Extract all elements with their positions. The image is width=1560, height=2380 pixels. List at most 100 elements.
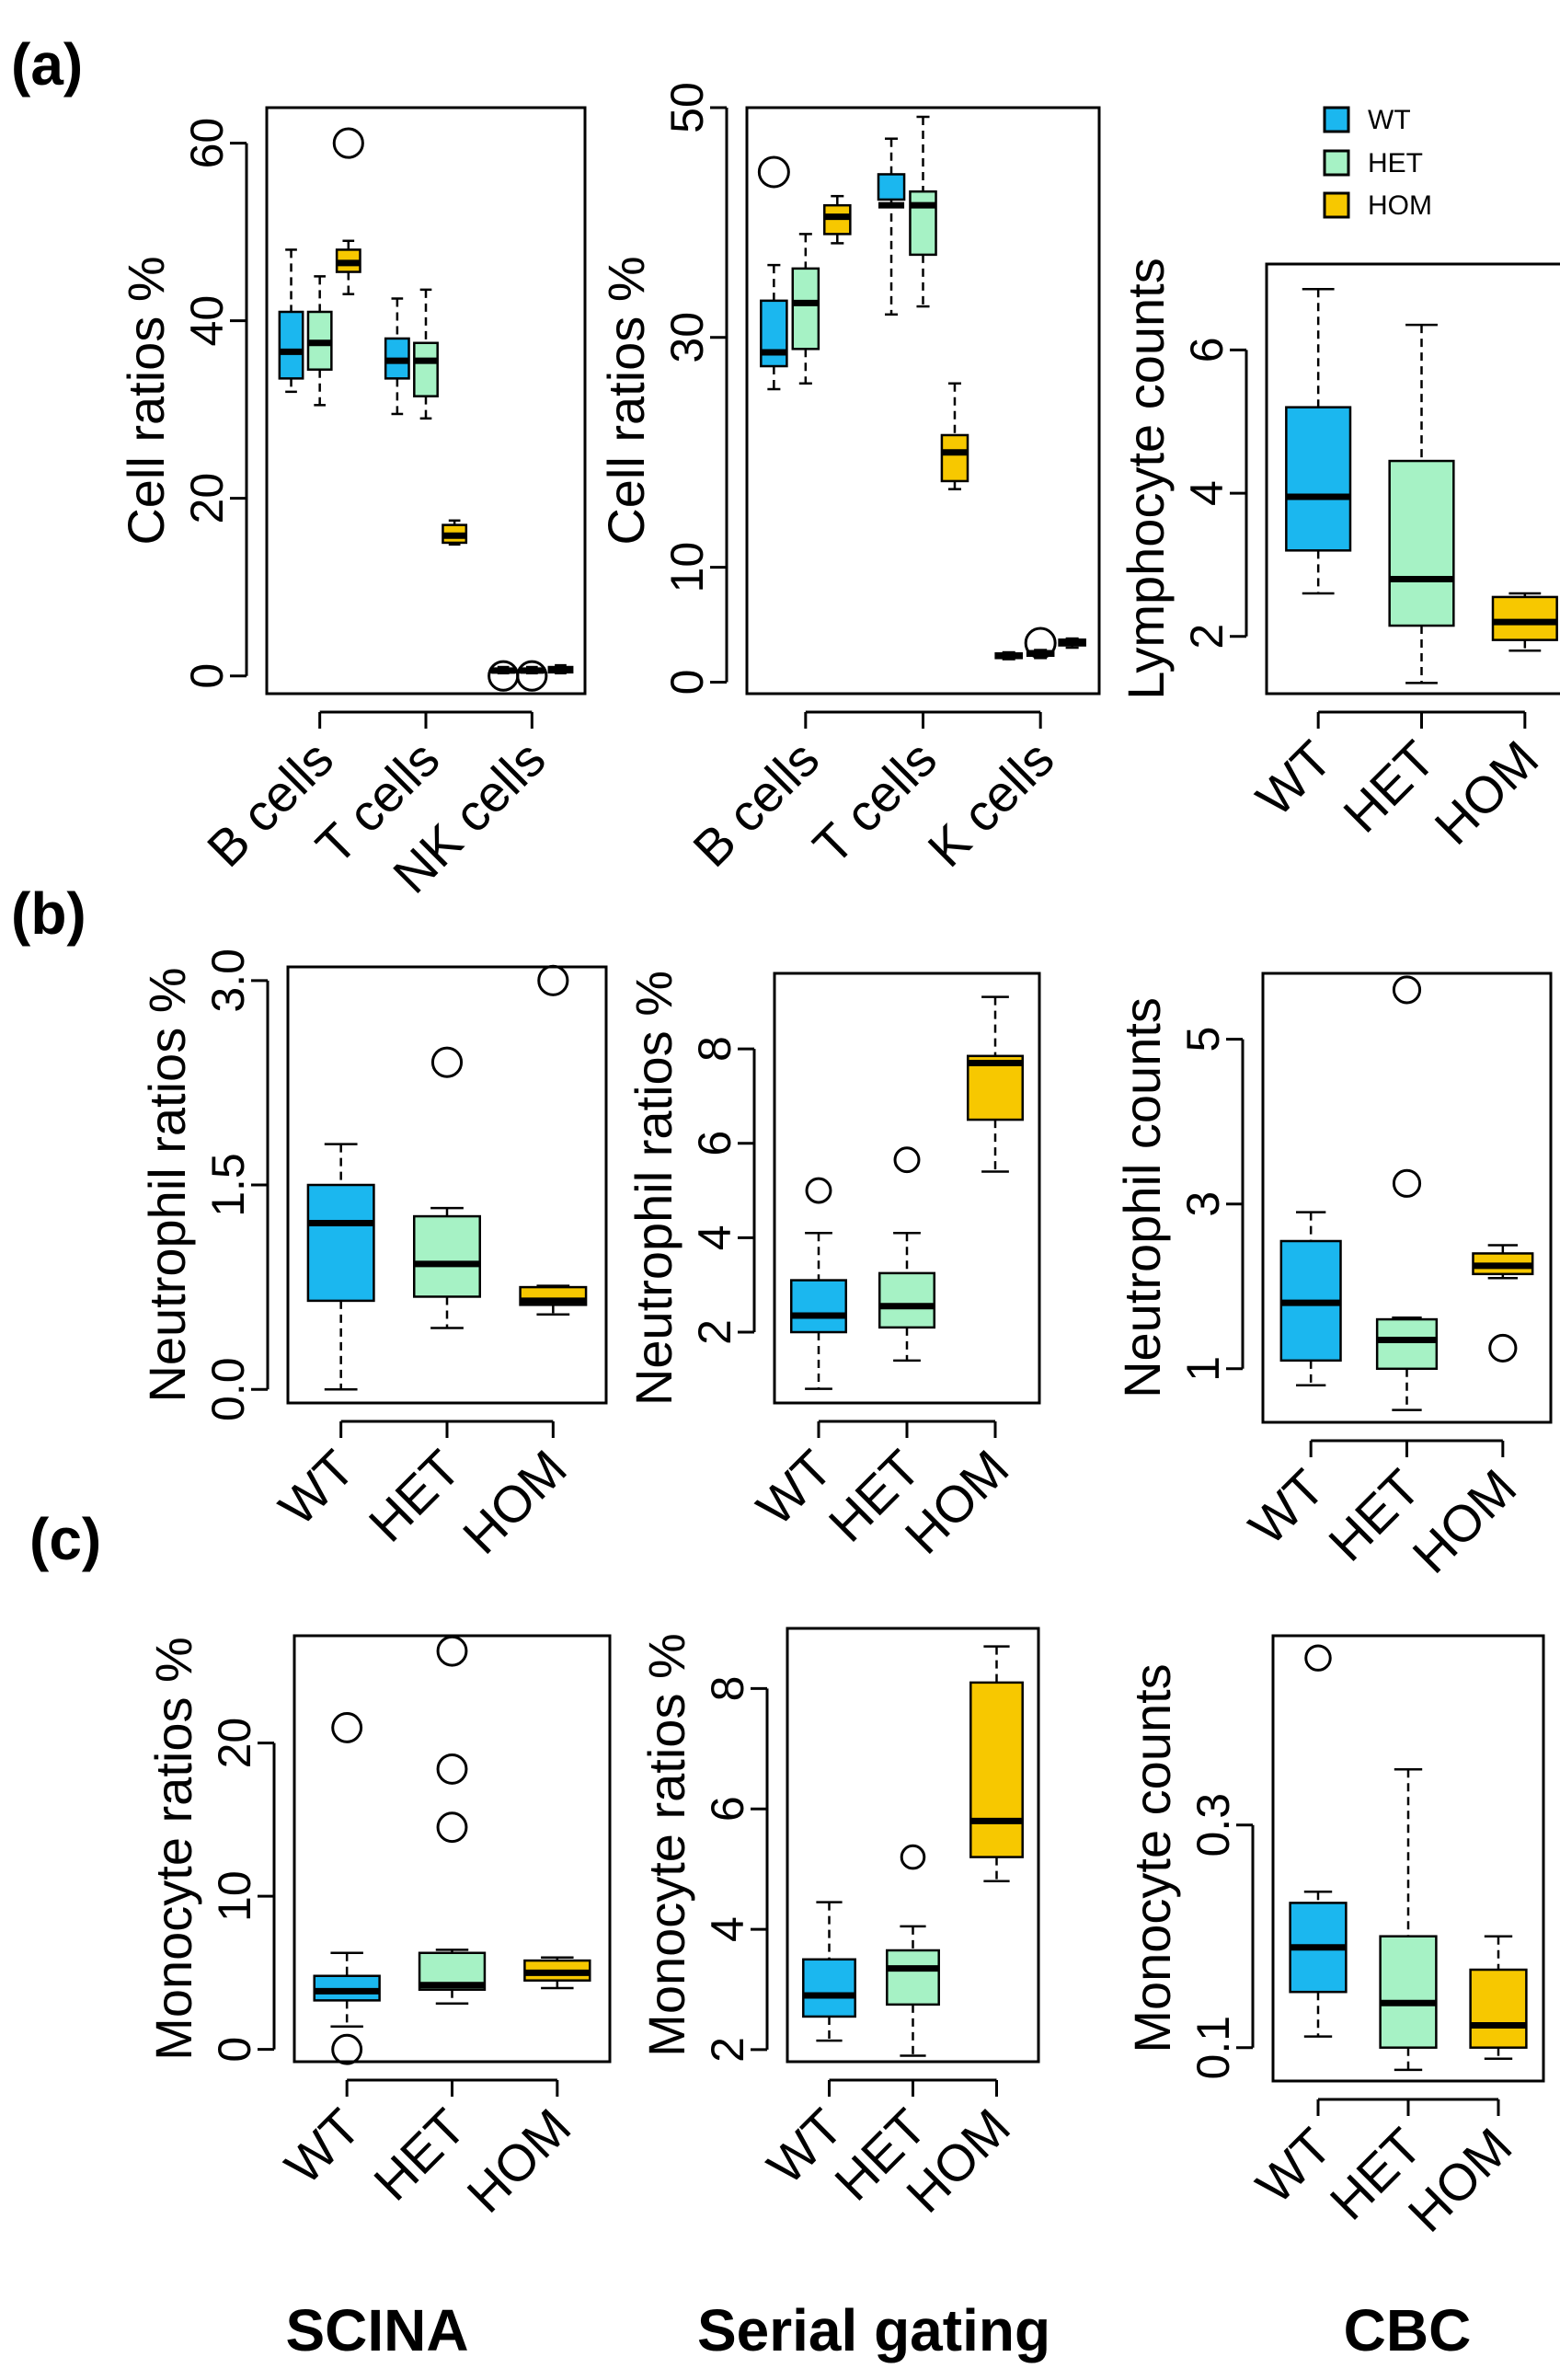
y-axis-label: Monocyte counts	[1123, 1663, 1181, 2052]
y-tick-label: 1.5	[202, 1153, 254, 1217]
box-hom-1	[442, 519, 468, 546]
box-het-0	[791, 233, 820, 385]
y-tick-label: 3	[1177, 1191, 1229, 1217]
plot-frame	[1261, 972, 1553, 1424]
box-het-1	[1388, 323, 1455, 684]
panel-label-b: (b)	[11, 880, 86, 947]
outlier-point	[516, 660, 548, 692]
box-wt-0	[1285, 287, 1352, 595]
method-label-scina: SCINA	[285, 2297, 468, 2363]
y-tick-label: 4	[689, 1224, 740, 1250]
y-tick-label: 50	[661, 82, 713, 133]
box-wt-1	[877, 137, 906, 316]
outlier-point	[436, 1811, 468, 1844]
legend-swatch-wt	[1323, 106, 1350, 133]
box-het-1	[1379, 1767, 1438, 2072]
y-tick-label: 0	[181, 663, 233, 689]
legend-label-hom: HOM	[1368, 190, 1432, 221]
box-iqr	[789, 1279, 848, 1334]
outlier-point	[332, 127, 364, 159]
outlier-point	[436, 1753, 468, 1785]
y-axis-label: Lymphocyte counts	[1117, 258, 1175, 699]
box-iqr	[969, 1681, 1024, 1858]
panel-label-c: (c)	[29, 1506, 101, 1572]
box-wt-0	[306, 1143, 375, 1391]
plot-frame	[1271, 1634, 1545, 2083]
outlier-point	[331, 2033, 363, 2065]
y-tick-label: 4	[702, 1916, 753, 1942]
box-iqr	[1285, 406, 1352, 552]
outlier-point	[537, 964, 569, 996]
y-tick-label: 6	[1181, 337, 1233, 362]
box-iqr	[940, 433, 969, 483]
box-het-2	[1024, 627, 1057, 660]
box-hom-2	[1058, 637, 1086, 650]
y-tick-label: 8	[689, 1036, 740, 1062]
legend-swatch-hom	[1323, 191, 1350, 219]
box-iqr	[1469, 1968, 1528, 2049]
plot-frame	[265, 106, 587, 696]
outlier-point	[331, 1711, 363, 1743]
box-hom-2	[966, 995, 1025, 1173]
y-tick-label: 60	[181, 118, 233, 169]
plot-frame	[745, 106, 1101, 696]
box-iqr	[802, 1958, 856, 2018]
y-tick-label: 6	[689, 1131, 740, 1156]
box-hom-2	[523, 1956, 591, 1990]
box-iqr	[1379, 1935, 1438, 2049]
box-het-1	[418, 1635, 487, 2005]
y-tick-label: 30	[661, 312, 713, 363]
plot-frame	[773, 972, 1041, 1405]
y-axis-label: Cell ratios %	[117, 256, 175, 545]
box-het-1	[412, 1046, 482, 1329]
outlier-point	[900, 1844, 926, 1870]
box-het-1	[909, 115, 937, 308]
y-tick-label: 20	[209, 1718, 260, 1769]
box-iqr	[878, 1271, 936, 1329]
outlier-point	[436, 1635, 468, 1667]
box-hom-2	[547, 663, 574, 675]
box-hom-2	[1472, 1244, 1534, 1362]
box-wt-0	[1289, 1644, 1348, 2038]
legend-label-het: HET	[1368, 148, 1423, 178]
y-tick-label: 40	[181, 295, 233, 347]
y-axis-label: Monocyte ratios %	[637, 1633, 695, 2057]
box-het-1	[1375, 975, 1439, 1411]
box-iqr	[1491, 595, 1558, 641]
y-tick-label: 3.0	[202, 949, 254, 1013]
outlier-point	[1304, 1644, 1332, 1672]
y-axis-label: Neutrophil counts	[1113, 997, 1171, 1398]
box-hom-0	[332, 127, 364, 295]
box-iqr	[278, 310, 304, 380]
box-hom-1	[940, 382, 969, 490]
outlier-point	[430, 1046, 464, 1078]
outlier-point	[805, 1177, 832, 1204]
plot-frame	[1265, 262, 1560, 696]
box-het-0	[306, 275, 333, 407]
method-label-cbc: CBC	[1344, 2297, 1472, 2363]
y-axis-label: Neutrophil ratios %	[625, 971, 682, 1406]
box-iqr	[877, 173, 906, 201]
outlier-point	[1392, 1168, 1422, 1198]
box-wt-2	[994, 650, 1023, 661]
y-tick-label: 0.1	[1187, 2016, 1239, 2080]
box-wt-1	[384, 297, 410, 416]
panel-label-a: (a)	[11, 31, 83, 98]
outlier-point	[1488, 1333, 1518, 1362]
y-tick-label: 2	[1181, 624, 1233, 650]
box-iqr	[1388, 459, 1455, 627]
outlier-point	[757, 155, 790, 189]
box-iqr	[966, 1054, 1025, 1121]
y-axis-label: Cell ratios %	[597, 256, 655, 545]
y-tick-label: 10	[661, 542, 713, 593]
y-tick-label: 4	[1181, 480, 1233, 506]
box-wt-0	[789, 1177, 848, 1390]
legend-label-wt: WT	[1368, 105, 1411, 135]
y-tick-label: 20	[181, 473, 233, 524]
y-tick-label: 0	[661, 670, 713, 696]
y-tick-label: 0	[209, 2037, 260, 2063]
box-iqr	[909, 190, 937, 257]
box-wt-0	[757, 155, 790, 391]
y-axis-label: Monocyte ratios %	[144, 1637, 202, 2061]
